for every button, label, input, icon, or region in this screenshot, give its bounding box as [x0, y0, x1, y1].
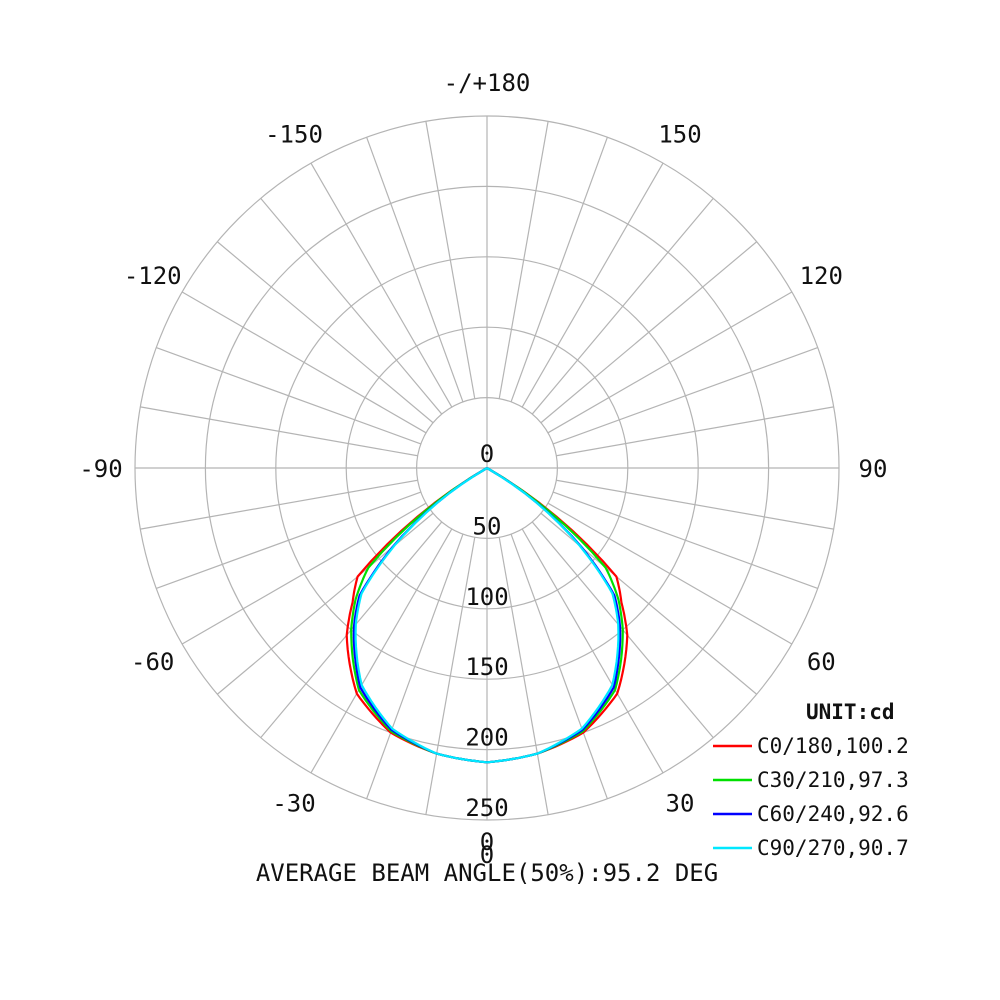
- legend: UNIT:cd C0/180,100.2 C30/210,97.3 C60/240,…: [713, 700, 909, 860]
- grid-spoke: [140, 479, 418, 530]
- legend-label: C60/240,92.6: [757, 802, 909, 826]
- grid-spoke: [156, 491, 422, 589]
- unit-label: UNIT:cd: [806, 700, 895, 724]
- grid-spoke: [181, 502, 427, 645]
- angle-tick-label-bottom: 0: [480, 828, 494, 856]
- grid-spoke: [556, 406, 834, 457]
- grid-spoke: [156, 347, 422, 445]
- radial-tick-label: 50: [473, 512, 502, 540]
- grid-spoke: [366, 137, 464, 403]
- angle-tick-label: 120: [800, 262, 843, 290]
- series-layer: [345, 467, 629, 764]
- grid-spoke: [216, 512, 434, 695]
- grid-spoke: [216, 241, 434, 424]
- grid-spoke: [552, 491, 818, 589]
- grid-spoke: [498, 121, 549, 399]
- angle-tick-label: 90: [859, 455, 888, 483]
- grid-spoke: [556, 479, 834, 530]
- angle-tick-label: 60: [807, 648, 836, 676]
- angle-tick-label: -90: [79, 455, 122, 483]
- grid-spoke: [510, 533, 608, 799]
- grid-spoke: [425, 537, 476, 815]
- angle-tick-label: -120: [124, 262, 182, 290]
- grid-spoke: [540, 512, 758, 695]
- radial-tick-label: 100: [465, 583, 508, 611]
- grid-spoke: [540, 241, 758, 424]
- grid-spoke: [498, 537, 549, 815]
- grid-spoke: [510, 137, 608, 403]
- angle-tick-label: -/+180: [444, 69, 531, 97]
- grid-spoke: [552, 347, 818, 445]
- grid-spoke: [310, 528, 453, 774]
- grid-spoke: [140, 406, 418, 457]
- grid-spoke: [521, 162, 664, 408]
- legend-label: C90/270,90.7: [757, 836, 909, 860]
- angle-tick-label: -60: [131, 648, 174, 676]
- radial-tick-label: 250: [465, 794, 508, 822]
- radial-tick-label: 200: [465, 724, 508, 752]
- grid-spoke: [366, 533, 464, 799]
- radial-tick-label: 0: [480, 440, 494, 468]
- grid-spoke: [531, 197, 714, 415]
- radial-tick-label: 150: [465, 653, 508, 681]
- series-line-4: [354, 467, 620, 764]
- grid-spoke: [310, 162, 453, 408]
- grid-spoke: [547, 502, 793, 645]
- grid-spoke: [521, 528, 664, 774]
- grid-spoke: [260, 197, 443, 415]
- grid-spoke: [181, 291, 427, 434]
- legend-label: C30/210,97.3: [757, 768, 909, 792]
- beam-angle-footer: AVERAGE BEAM ANGLE(50%):95.2 DEG: [256, 859, 718, 887]
- radial-labels: 0 50 100 150 200 250: [465, 440, 508, 822]
- angle-tick-label: 0: [480, 841, 494, 869]
- angle-tick-label: -30: [272, 789, 315, 817]
- angle-labels: 0 30 60 90 120 150 -/+180 -150 -120 -90 -60 -30 0: [79, 69, 887, 869]
- angle-tick-label: -150: [265, 121, 323, 149]
- grid-spoke: [547, 291, 793, 434]
- grid-spoke: [425, 121, 476, 399]
- angle-tick-label: 30: [666, 789, 695, 817]
- legend-label: C0/180,100.2: [757, 734, 909, 758]
- angle-tick-label: 150: [658, 121, 701, 149]
